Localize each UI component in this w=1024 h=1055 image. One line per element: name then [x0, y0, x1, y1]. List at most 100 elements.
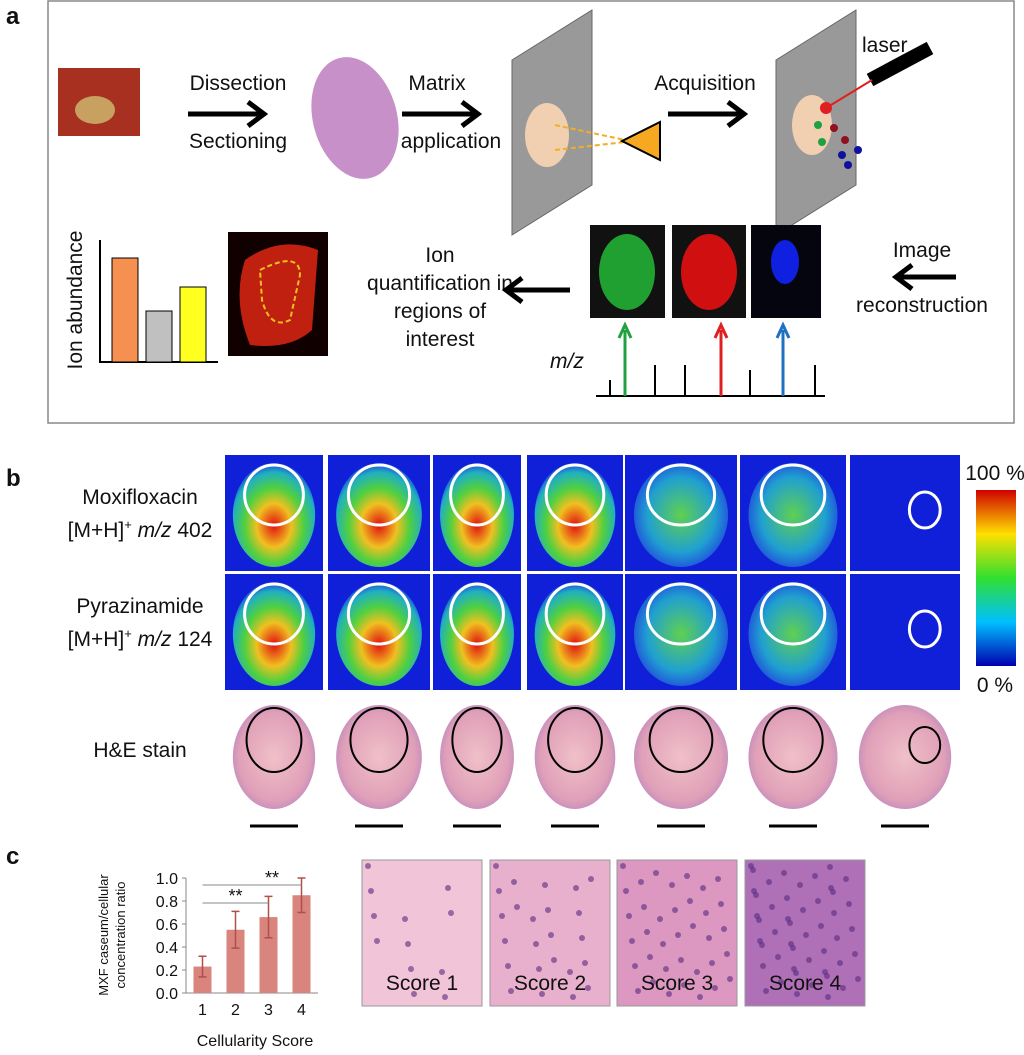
roi	[648, 707, 714, 773]
nucleus	[681, 982, 687, 988]
roi	[243, 463, 305, 527]
nucleus	[794, 991, 800, 997]
step-text: quantification in	[367, 272, 513, 295]
step-text: Dissection	[190, 72, 287, 95]
laser-device	[866, 41, 934, 87]
nucleus	[852, 951, 858, 957]
ion-image	[850, 455, 960, 571]
nucleus	[849, 926, 855, 932]
y-tick-label: 0.4	[156, 940, 178, 957]
panel-frame	[47, 0, 1015, 424]
tissue	[336, 463, 422, 567]
tissue	[440, 463, 514, 567]
roi	[544, 463, 606, 527]
nucleus	[408, 966, 414, 972]
ion-image	[850, 574, 960, 690]
x-tick-label: 4	[297, 1002, 306, 1019]
nucleus	[775, 954, 781, 960]
nucleus	[542, 882, 548, 888]
nucleus	[635, 988, 641, 994]
drug-name: Pyrazinamide	[76, 595, 203, 618]
nucleus	[760, 963, 766, 969]
drug-name: Moxifloxacin	[82, 486, 198, 509]
charge: +	[124, 626, 132, 641]
sig-label: **	[265, 868, 279, 888]
nucleus	[672, 907, 678, 913]
nucleus	[800, 907, 806, 913]
axis	[99, 240, 218, 363]
score-label: Score 1	[386, 972, 458, 995]
roi	[907, 609, 942, 649]
nucleus	[442, 994, 448, 1000]
nucleus	[675, 932, 681, 938]
y-tick-label: 0.8	[156, 894, 178, 911]
tissue	[440, 582, 514, 686]
nucleus	[834, 935, 840, 941]
axis-label: m/z	[550, 350, 584, 373]
panel-label: b	[6, 465, 21, 492]
nucleus	[790, 945, 796, 951]
he-stain	[336, 705, 422, 809]
y-axis-label: MXF caseum/cellular	[96, 874, 111, 996]
colorbar-min: 0 %	[977, 674, 1013, 697]
bar-illustration	[111, 257, 139, 363]
nucleus	[551, 957, 557, 963]
ion-formula: [M+H]+ m/z 124	[68, 626, 213, 651]
peak-arrow	[775, 321, 791, 396]
step-text: regions of	[394, 300, 486, 323]
nucleus	[706, 935, 712, 941]
nucleus	[727, 976, 733, 982]
nucleus	[756, 917, 762, 923]
nucleus	[815, 898, 821, 904]
nucleus	[694, 969, 700, 975]
roi	[762, 707, 824, 773]
nucleus	[827, 864, 833, 870]
step-text: Matrix	[408, 72, 466, 95]
error-bar	[231, 910, 240, 949]
nucleus	[806, 957, 812, 963]
nucleus	[657, 916, 663, 922]
arrow	[501, 276, 570, 304]
nucleus	[374, 938, 380, 944]
nucleus	[787, 920, 793, 926]
ion	[820, 102, 832, 114]
ion: [M+H]	[68, 628, 125, 651]
nucleus	[573, 885, 579, 891]
step-text: application	[401, 130, 501, 153]
mass: 402	[177, 519, 212, 542]
nucleus	[769, 904, 775, 910]
nucleus	[712, 985, 718, 991]
roi	[908, 726, 942, 764]
charge: +	[124, 517, 132, 532]
tissue	[239, 244, 318, 346]
roi	[544, 582, 606, 646]
nucleus	[641, 904, 647, 910]
tissue	[534, 582, 616, 686]
nucleus	[585, 985, 591, 991]
nucleus	[824, 973, 830, 979]
sprayer	[619, 120, 661, 162]
step-text: Acquisition	[654, 72, 756, 95]
nucleus	[840, 985, 846, 991]
x-tick-label: 3	[264, 1002, 273, 1019]
nucleus	[660, 941, 666, 947]
nucleus	[588, 876, 594, 882]
nucleus	[843, 876, 849, 882]
nucleus	[530, 916, 536, 922]
nucleus	[678, 957, 684, 963]
nucleus	[445, 885, 451, 891]
y-tick-label: 0.0	[156, 986, 178, 1003]
nucleus	[405, 941, 411, 947]
tissue	[748, 463, 838, 567]
sig-label: **	[228, 886, 242, 906]
tissue	[633, 582, 729, 686]
nucleus	[638, 879, 644, 885]
tissue	[771, 240, 799, 284]
step-text: interest	[406, 328, 475, 351]
spray	[554, 124, 626, 151]
x-tick-label: 2	[231, 1002, 240, 1019]
nucleus	[368, 888, 374, 894]
nucleus	[496, 888, 502, 894]
bar-illustration	[179, 286, 207, 363]
arrow	[402, 100, 483, 128]
